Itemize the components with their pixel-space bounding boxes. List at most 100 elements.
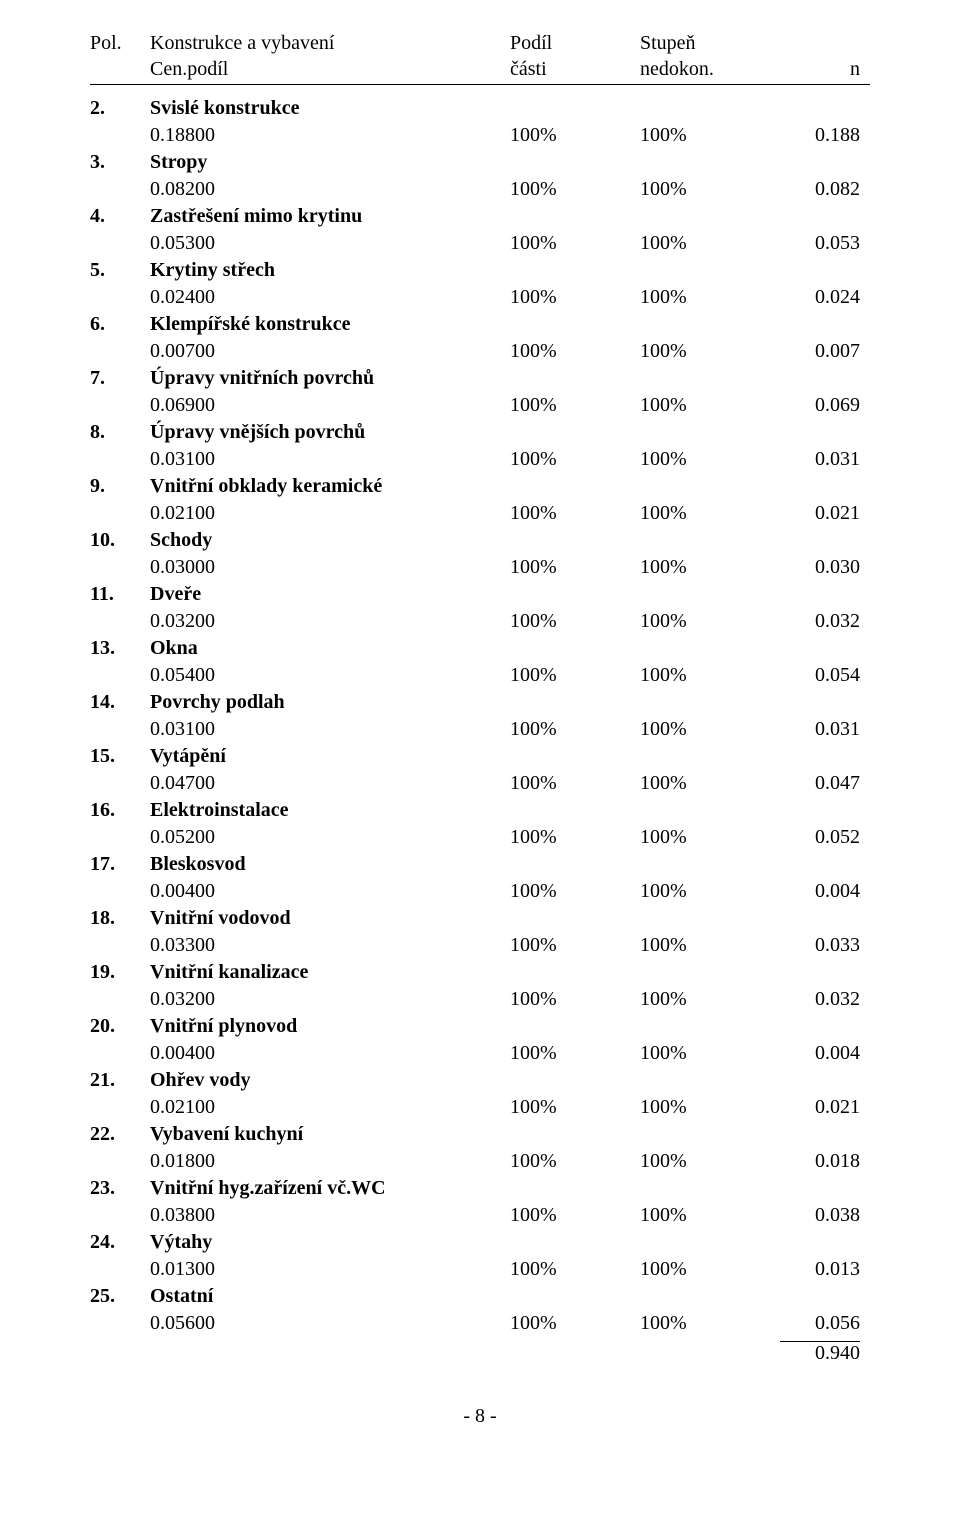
item-n: 0.056 [770,1310,870,1337]
item-title: 17.Bleskosvod [90,851,870,878]
item-n: 0.069 [770,392,870,419]
item-share: 0.00700 [150,338,510,365]
item-number: 13. [90,635,150,662]
item-part-percent: 100% [510,1310,640,1337]
item-n: 0.030 [770,554,870,581]
item-number: 7. [90,365,150,392]
item-n: 0.031 [770,446,870,473]
item-label: Okna [150,635,870,662]
item-title: 3.Stropy [90,149,870,176]
item-label: Zastřešení mimo krytinu [150,203,870,230]
item-share: 0.02100 [150,500,510,527]
item-completion-percent: 100% [640,986,770,1013]
item-values: 0.00400100%100%0.004 [90,878,870,905]
item-share: 0.03200 [150,986,510,1013]
item-completion-percent: 100% [640,122,770,149]
item-number: 8. [90,419,150,446]
item-share: 0.03100 [150,716,510,743]
header2-pol [90,56,150,82]
item-part-percent: 100% [510,392,640,419]
item-title: 8.Úpravy vnějších povrchů [90,419,870,446]
item-part-percent: 100% [510,1148,640,1175]
header-name: Konstrukce a vybavení [150,30,510,56]
page: Pol. Konstrukce a vybavení Podíl Stupeň … [0,0,960,1515]
item-title: 6.Klempířské konstrukce [90,311,870,338]
item-number: 18. [90,905,150,932]
item-share: 0.03300 [150,932,510,959]
item-title: 15.Vytápění [90,743,870,770]
item-n: 0.047 [770,770,870,797]
item-values: 0.05300100%100%0.053 [90,230,870,257]
item-part-percent: 100% [510,824,640,851]
item-part-percent: 100% [510,284,640,311]
item-part-percent: 100% [510,446,640,473]
header2-podil: části [510,56,640,82]
item-values: 0.03800100%100%0.038 [90,1202,870,1229]
item-completion-percent: 100% [640,1256,770,1283]
item-number: 9. [90,473,150,500]
item-values: 0.18800100%100%0.188 [90,122,870,149]
item-number: 2. [90,95,150,122]
item-label: Úpravy vnějších povrchů [150,419,870,446]
item-part-percent: 100% [510,716,640,743]
item-label: Ostatní [150,1283,870,1310]
item-share: 0.05300 [150,230,510,257]
item-part-percent: 100% [510,1256,640,1283]
item-part-percent: 100% [510,608,640,635]
item-n: 0.054 [770,662,870,689]
item-part-percent: 100% [510,1094,640,1121]
item-completion-percent: 100% [640,554,770,581]
item-completion-percent: 100% [640,176,770,203]
header-stupen: Stupeň [640,30,770,56]
item-completion-percent: 100% [640,878,770,905]
item-label: Vnitřní hyg.zařízení vč.WC [150,1175,870,1202]
item-number: 6. [90,311,150,338]
item-values: 0.01300100%100%0.013 [90,1256,870,1283]
item-part-percent: 100% [510,554,640,581]
item-number: 4. [90,203,150,230]
item-n: 0.021 [770,1094,870,1121]
item-title: 23.Vnitřní hyg.zařízení vč.WC [90,1175,870,1202]
item-title: 7.Úpravy vnitřních povrchů [90,365,870,392]
item-completion-percent: 100% [640,770,770,797]
item-number: 19. [90,959,150,986]
item-values: 0.03200100%100%0.032 [90,986,870,1013]
item-values: 0.05600100%100%0.056 [90,1310,870,1337]
item-label: Ohřev vody [150,1067,870,1094]
item-n: 0.032 [770,608,870,635]
item-title: 4.Zastřešení mimo krytinu [90,203,870,230]
item-share: 0.00400 [150,1040,510,1067]
item-label: Svislé konstrukce [150,95,870,122]
item-completion-percent: 100% [640,1094,770,1121]
item-values: 0.03100100%100%0.031 [90,446,870,473]
item-values: 0.03200100%100%0.032 [90,608,870,635]
item-share: 0.02400 [150,284,510,311]
item-share: 0.08200 [150,176,510,203]
item-number: 25. [90,1283,150,1310]
item-values: 0.01800100%100%0.018 [90,1148,870,1175]
item-number: 14. [90,689,150,716]
item-title: 20.Vnitřní plynovod [90,1013,870,1040]
item-values: 0.02100100%100%0.021 [90,1094,870,1121]
header-pol: Pol. [90,30,150,56]
item-part-percent: 100% [510,500,640,527]
item-title: 11.Dveře [90,581,870,608]
item-completion-percent: 100% [640,230,770,257]
item-n: 0.021 [770,500,870,527]
item-values: 0.05200100%100%0.052 [90,824,870,851]
item-label: Vybavení kuchyní [150,1121,870,1148]
items-container: 2.Svislé konstrukce0.18800100%100%0.1883… [90,95,870,1337]
item-title: 9.Vnitřní obklady keramické [90,473,870,500]
item-title: 14.Povrchy podlah [90,689,870,716]
item-completion-percent: 100% [640,392,770,419]
item-share: 0.01300 [150,1256,510,1283]
item-number: 16. [90,797,150,824]
item-n: 0.082 [770,176,870,203]
item-share: 0.01800 [150,1148,510,1175]
item-n: 0.038 [770,1202,870,1229]
item-completion-percent: 100% [640,608,770,635]
item-label: Bleskosvod [150,851,870,878]
item-title: 16.Elektroinstalace [90,797,870,824]
item-completion-percent: 100% [640,662,770,689]
item-values: 0.04700100%100%0.047 [90,770,870,797]
